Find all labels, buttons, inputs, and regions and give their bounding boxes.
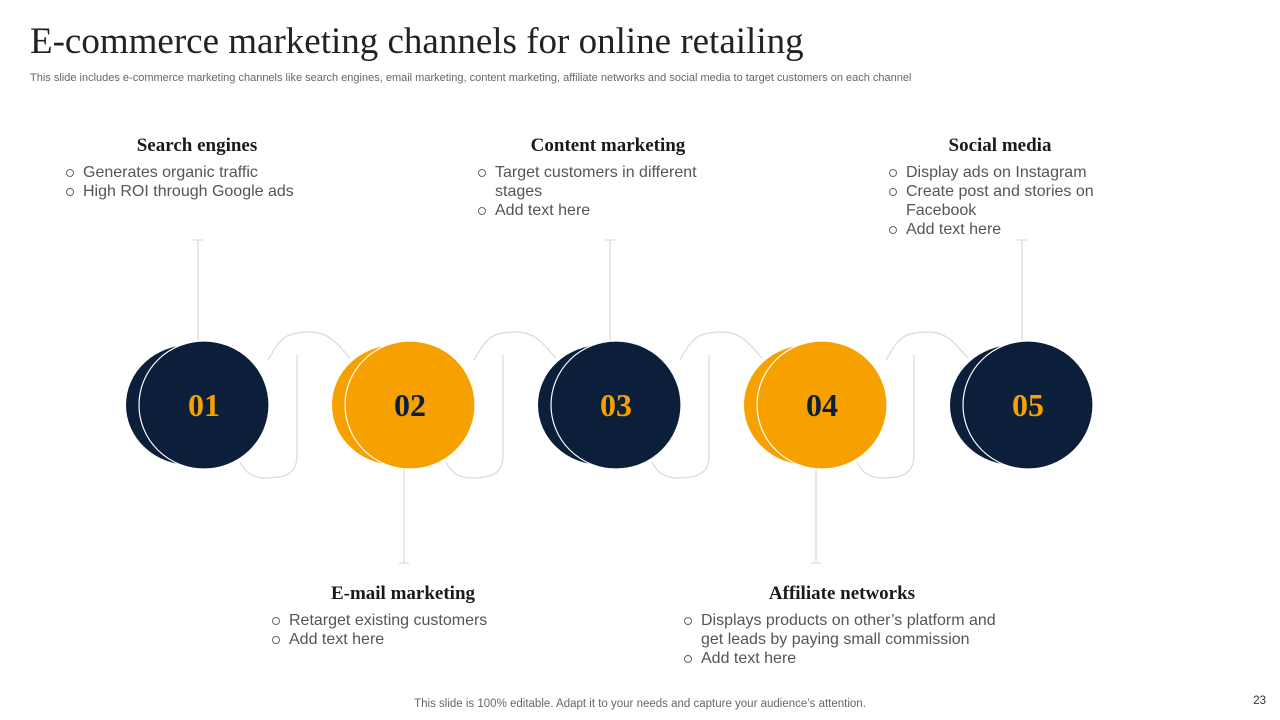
bullet-list: Generates organic traffic High ROI throu… — [64, 163, 330, 201]
step-heading: E-mail marketing — [330, 583, 476, 604]
page-number: 23 — [1253, 695, 1266, 707]
step-content-marketing: 03 — [538, 239, 682, 470]
bullet-item: High ROI through Google ads — [64, 182, 330, 201]
circle-front — [550, 340, 682, 470]
circle-front — [138, 340, 270, 470]
step-number: 04 — [806, 387, 838, 423]
circle-front — [756, 340, 888, 470]
bullet-item: Add text here — [476, 201, 740, 220]
bullet-item: Add text here — [682, 649, 1002, 668]
step-number: 02 — [394, 387, 426, 423]
step-block-social-media: Social media Display ads on Instagram Cr… — [887, 135, 1113, 239]
step-block-content-marketing: Content marketing Target customers in di… — [476, 135, 740, 220]
bullet-item: Display ads on Instagram — [887, 163, 1113, 182]
step-social-media: 05 — [950, 239, 1094, 470]
slide-subtitle: This slide includes e-commerce marketing… — [30, 72, 912, 84]
bullet-item: Retarget existing customers — [270, 611, 536, 630]
step-block-affiliate-networks: Affiliate networks Displays products on … — [682, 583, 1002, 668]
step-search-engines: 01 — [126, 239, 270, 470]
bullet-item: Add text here — [270, 630, 536, 649]
slide-title: E-commerce marketing channels for online… — [30, 21, 804, 62]
step-heading: Search engines — [136, 135, 258, 156]
step-number: 03 — [600, 387, 632, 423]
step-number: 01 — [188, 387, 220, 423]
circle-front — [344, 340, 476, 470]
bullet-item: Generates organic traffic — [64, 163, 330, 182]
circle-front — [962, 340, 1094, 470]
bullet-list: Retarget existing customers Add text her… — [270, 611, 536, 649]
step-affiliate-networks: 04 — [744, 340, 888, 564]
step-heading: Social media — [948, 135, 1052, 156]
bullet-list: Display ads on Instagram Create post and… — [887, 163, 1113, 239]
step-block-search-engines: Search engines Generates organic traffic… — [64, 135, 330, 201]
step-e-mail-marketing: 02 — [332, 340, 476, 564]
slide-footer: This slide is 100% editable. Adapt it to… — [414, 698, 866, 710]
step-heading: Content marketing — [530, 135, 686, 156]
bullet-item: Target customers in different stages — [476, 163, 740, 201]
step-number: 05 — [1012, 387, 1044, 423]
bullet-list: Target customers in different stages Add… — [476, 163, 740, 220]
bullet-list: Displays products on other’s platform an… — [682, 611, 1002, 668]
bullet-item: Add text here — [887, 220, 1113, 239]
step-block-email-marketing: E-mail marketing Retarget existing custo… — [270, 583, 536, 649]
bullet-item: Create post and stories on Facebook — [887, 182, 1113, 220]
wave-connector — [239, 331, 969, 479]
step-heading: Affiliate networks — [768, 583, 916, 604]
bullet-item: Displays products on other’s platform an… — [682, 611, 1002, 649]
